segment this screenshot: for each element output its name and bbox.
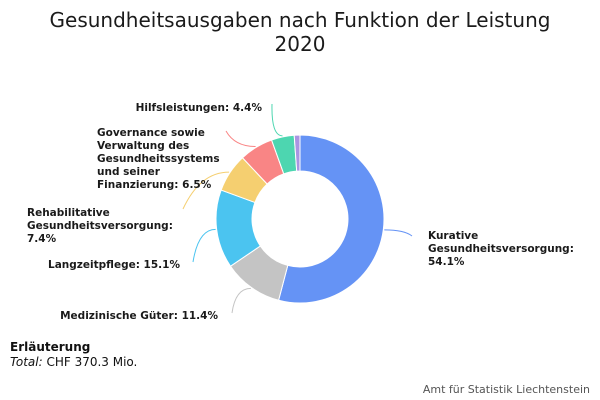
- chart-title-year: 2020: [274, 32, 326, 56]
- data-label-1-line-2: Gesundheitsversorgung:: [428, 243, 574, 255]
- data-label-6-line-1: Hilfsleistungen: 4.4%: [136, 102, 263, 114]
- data-label-1-line-1: Kurative: [428, 230, 478, 242]
- data-label-5-line-4: und seiner: [97, 166, 161, 178]
- label-connector-1: [384, 229, 413, 237]
- data-label-3-line-1: Langzeitpflege: 15.1%: [48, 259, 180, 271]
- data-label-5-line-1: Governance sowie: [97, 127, 205, 139]
- note-total-value: CHF 370.3 Mio.: [46, 355, 138, 369]
- source-credit: Amt für Statistik Liechtenstein: [422, 383, 590, 396]
- data-labels: KurativeGesundheitsversorgung:54.1%Mediz…: [27, 102, 574, 322]
- data-label-4-line-3: 7.4%: [27, 233, 57, 245]
- note-total-label: Total:: [10, 355, 43, 369]
- data-label-2-line-1: Medizinische Güter: 11.4%: [60, 310, 218, 322]
- data-label-4-line-1: Rehabilitative: [27, 207, 110, 219]
- data-label-1-line-3: 54.1%: [428, 256, 465, 268]
- donut-slice-1[interactable]: [277, 134, 385, 304]
- chart-note: Erläuterung Total: CHF 370.3 Mio.: [10, 340, 137, 370]
- label-connector-2: [231, 287, 251, 314]
- label-connector-3: [192, 228, 216, 263]
- donut-slices: [215, 134, 385, 304]
- note-total: Total: CHF 370.3 Mio.: [10, 355, 137, 370]
- donut-slice-7[interactable]: [293, 134, 301, 172]
- data-label-5-line-3: Gesundheitssystems: [97, 153, 220, 165]
- label-connector-4: [182, 171, 230, 210]
- note-heading: Erläuterung: [10, 340, 91, 354]
- chart-title-main: Gesundheitsausgaben nach Funktion der Le…: [49, 8, 551, 32]
- data-label-5-line-5: Finanzierung: 6.5%: [97, 179, 212, 191]
- label-connector-5: [225, 130, 256, 148]
- data-label-4-line-2: Gesundheitsversorgung:: [27, 220, 173, 232]
- chart-title: Gesundheitsausgaben nach Funktion der Le…: [0, 8, 600, 56]
- label-connector-6: [271, 103, 283, 137]
- label-connectors: [182, 103, 413, 314]
- data-label-5-line-2: Verwaltung des: [97, 140, 189, 152]
